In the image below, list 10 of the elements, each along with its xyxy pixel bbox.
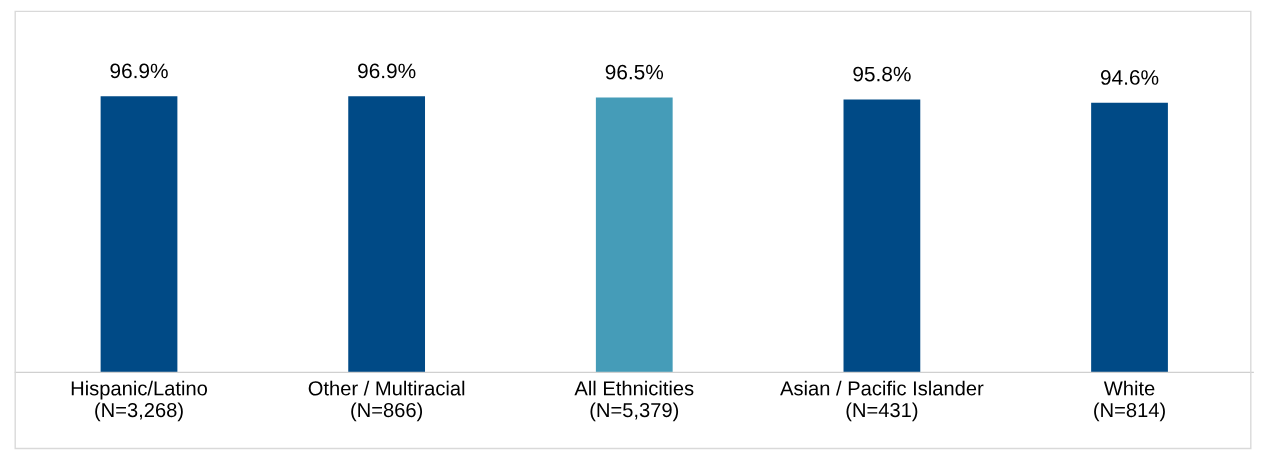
data-label: 96.9% [110,63,168,79]
data-label: 96.9% [358,63,416,79]
data-label: 95.8% [853,66,911,82]
data-label: 96.5% [605,64,664,80]
data-label: 94.6% [1100,70,1159,85]
x-tick-label: All Ethnicities (N=5,379) [574,380,694,422]
x-tick-label: Hispanic/Latino (N=3,268) [71,380,208,422]
x-tick-label: White (N=814) [1094,380,1165,422]
x-tick-label: Asian / Pacific Islander (N=431) [780,380,984,422]
x-tick-label: Other / Multiracial (N=866) [308,380,465,422]
